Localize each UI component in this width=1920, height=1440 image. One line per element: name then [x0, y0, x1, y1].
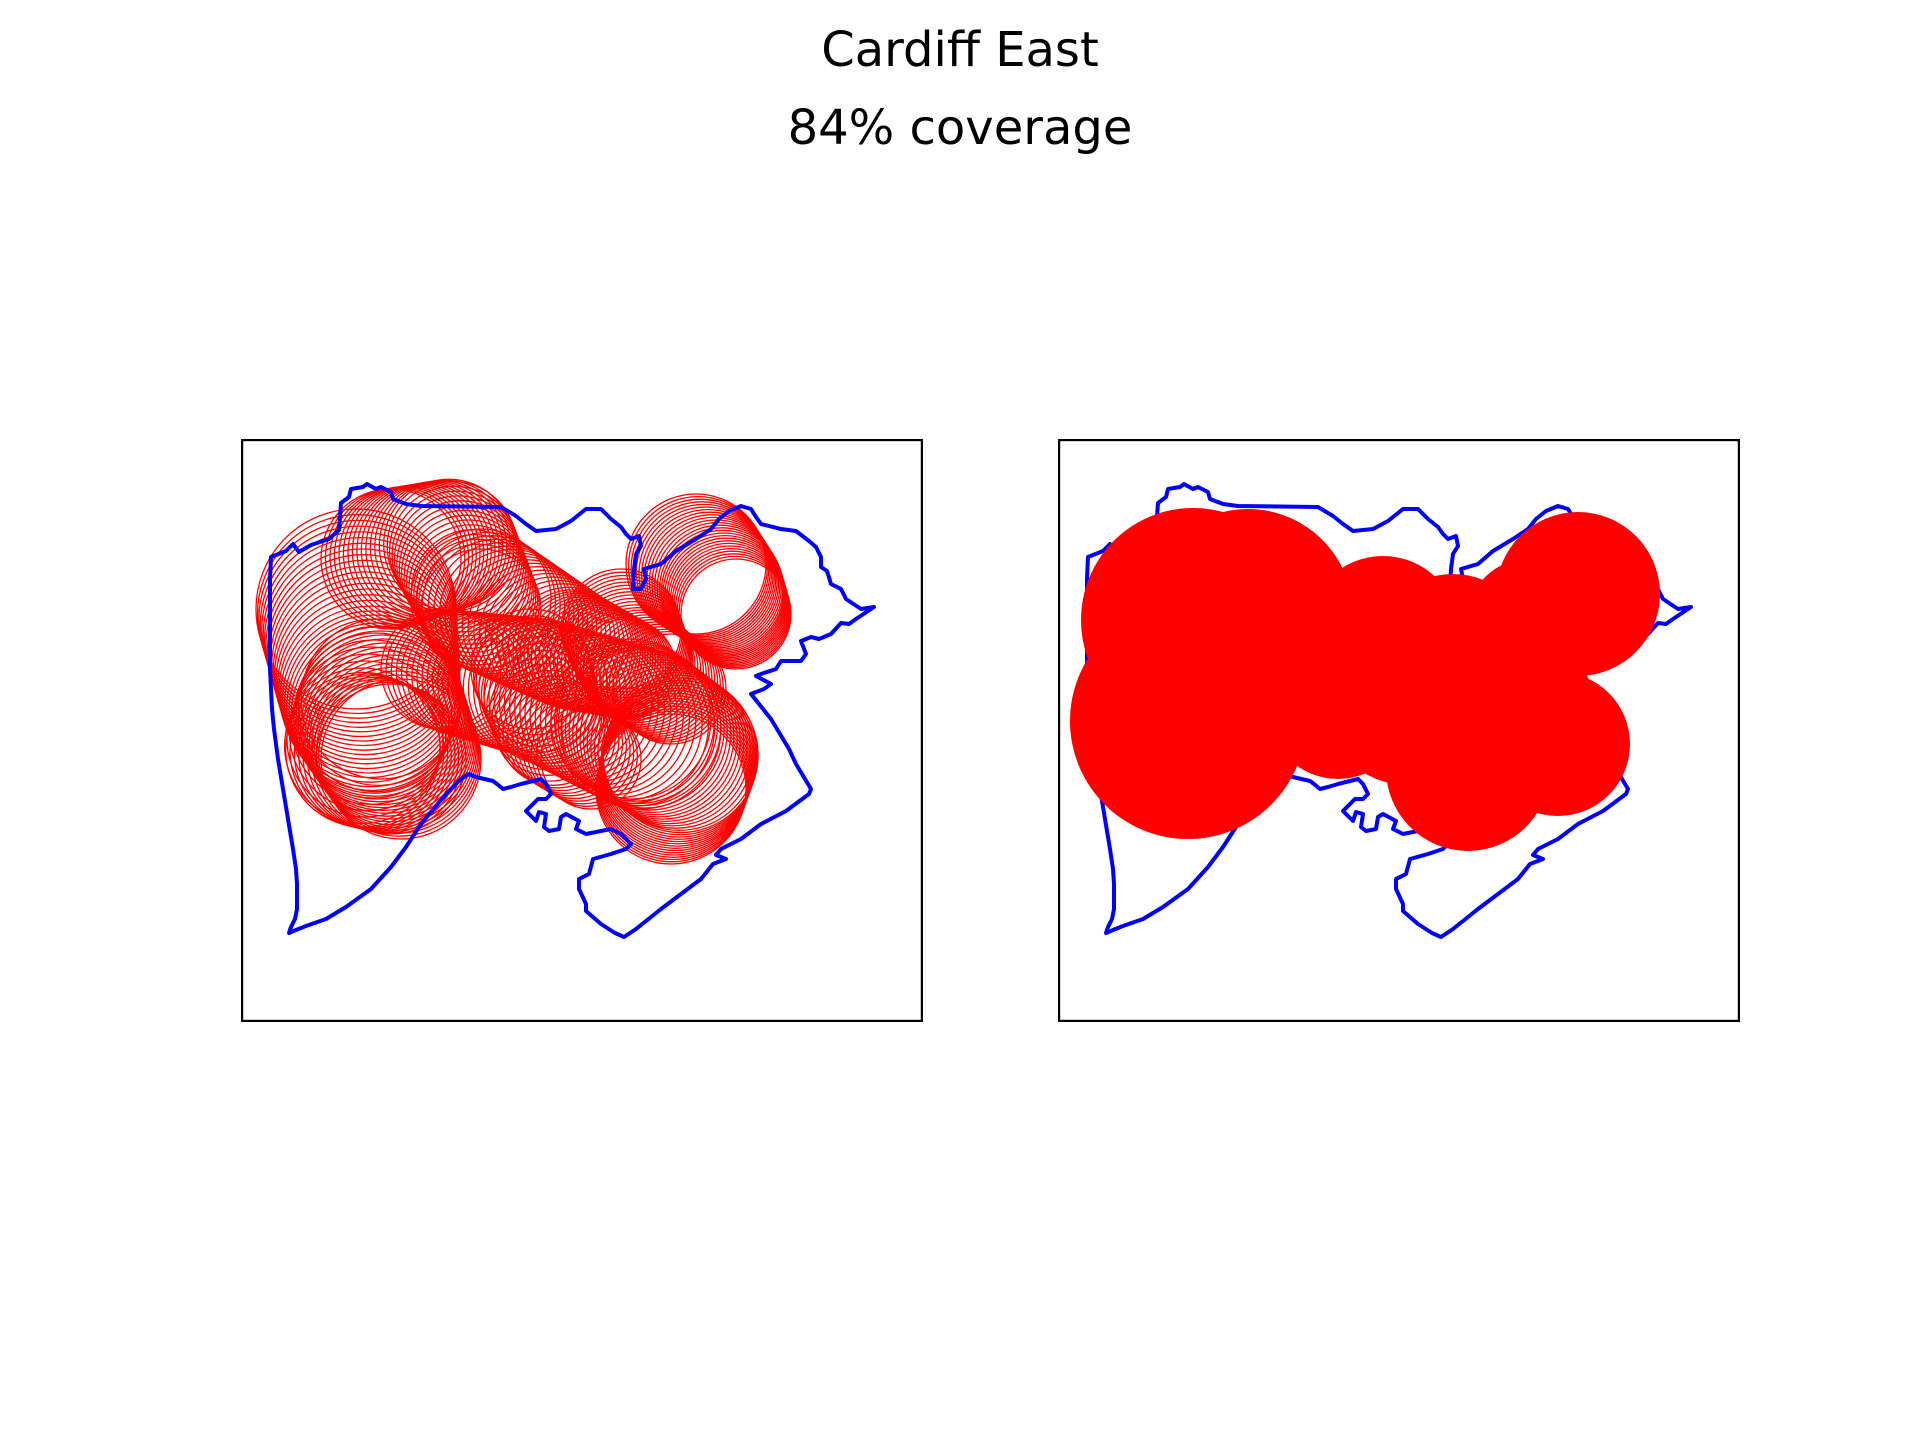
coverage-circle-outline — [456, 555, 589, 688]
coverage-circle-outline — [575, 656, 735, 816]
coverage-circle-outline — [318, 674, 481, 837]
coverage-circle-outline — [530, 700, 635, 805]
coverage-circle-outline — [507, 682, 616, 792]
coverage-disc — [1268, 639, 1408, 779]
district-boundary — [268, 482, 876, 939]
coverage-circle-outline — [535, 704, 638, 807]
coverage-circle-outline — [612, 630, 724, 743]
coverage-circle-outline — [502, 678, 613, 789]
coverage-circle-outline — [293, 674, 449, 830]
coverage-circle-outline — [406, 611, 534, 739]
figure-title: Cardiff East — [821, 22, 1099, 78]
map-panel-outlined-circles — [241, 439, 923, 1022]
coverage-disc — [1486, 672, 1630, 816]
coverage-circle-outline — [315, 683, 467, 835]
coverage-circle-outline — [298, 676, 452, 831]
coverage-circle-outline — [421, 612, 552, 744]
coverage-circle-outline — [297, 625, 459, 787]
coverage-circle-outline — [285, 671, 441, 828]
coverage-circle-outline — [488, 656, 603, 771]
coverage-circle-outline — [605, 626, 719, 739]
coverage-circle-outline — [627, 495, 769, 637]
coverage-circle-outline — [299, 642, 472, 814]
coverage-circle-outline — [493, 669, 606, 782]
coverage-circle-outline — [540, 708, 642, 810]
coverage-circle-outline — [405, 519, 532, 645]
coverage-circle-outline — [521, 693, 627, 800]
coverage-circle-outline — [410, 528, 552, 670]
coverage-circle-outline — [497, 675, 609, 786]
coverage-circle-outline — [574, 597, 692, 716]
coverage-circle-outline — [568, 651, 728, 811]
coverage-circle-outline — [608, 628, 721, 741]
coverage-circle-outline — [615, 633, 727, 745]
coverage-circle-outline — [289, 673, 445, 829]
coverage-filled-area — [1070, 508, 1660, 851]
coverage-circle-outline — [300, 618, 462, 780]
coverage-circle-outline — [575, 600, 693, 718]
coverage-circle-outline — [491, 663, 605, 776]
coverage-circle-outline — [579, 607, 696, 724]
coverage-circle-outline — [680, 558, 792, 670]
coverage-circle-outline — [648, 516, 780, 648]
panel-frame — [241, 439, 923, 1022]
coverage-circle-outline — [656, 524, 784, 652]
coverage-circle-outline — [403, 514, 530, 641]
coverage-subtitle: 84% coverage — [787, 100, 1133, 156]
coverage-circle-outline — [288, 653, 447, 812]
coverage-circle-outline — [589, 614, 705, 729]
coverage-circle-outline — [577, 604, 694, 721]
map-panel-filled-coverage — [1058, 439, 1740, 1022]
coverage-circle-outline — [511, 686, 620, 794]
coverage-circle-outline — [400, 509, 528, 637]
coverage-circle-outline — [640, 508, 776, 644]
coverage-circle-outline — [569, 587, 689, 707]
coverage-disc — [1373, 574, 1533, 734]
coverage-circle-outlines — [255, 478, 792, 865]
coverage-circle-outline — [582, 609, 699, 726]
coverage-circle-outline — [526, 697, 631, 802]
coverage-circle-outline — [295, 632, 456, 793]
coverage-circle-outline — [602, 623, 716, 737]
coverage-circle-outline — [311, 681, 463, 834]
coverage-circle-outline — [516, 689, 624, 797]
coverage-circle-outline — [519, 634, 672, 787]
coverage-circle-outline — [582, 661, 742, 820]
coverage-circle-outline — [570, 591, 690, 710]
coverage-circle-outline — [306, 679, 460, 833]
coverage-circle-outline — [302, 678, 456, 832]
